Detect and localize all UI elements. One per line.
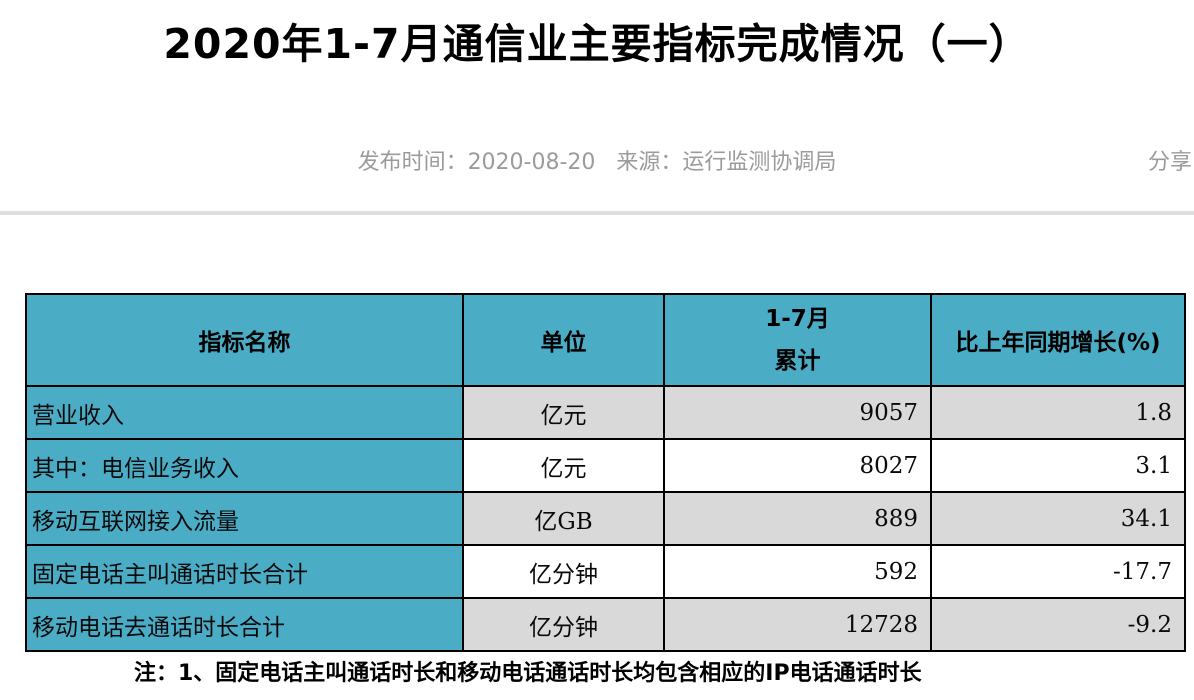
- share-link[interactable]: 分享: [1147, 150, 1192, 175]
- growth-cell: 1.8: [930, 385, 1186, 440]
- source-label: 来源：运行监测协调局: [616, 150, 837, 175]
- table-row: 营业收入 亿元 9057 1.8: [25, 385, 1186, 440]
- unit-cell: 亿元: [462, 438, 665, 493]
- page-title: 2020年1-7月通信业主要指标完成情况（一）: [163, 20, 1031, 68]
- header-period-line1: 1-7月: [765, 306, 830, 332]
- cumulative-cell: 592: [663, 544, 932, 599]
- unit-cell: 亿元: [462, 385, 665, 440]
- header-period-line2: 累计: [774, 348, 821, 374]
- article-meta: 发布时间：2020-08-20 来源：运行监测协调局: [0, 144, 1194, 176]
- table-row: 固定电话主叫通话时长合计 亿分钟 592 -17.7: [25, 544, 1186, 599]
- header-growth: 比上年同期增长(%): [930, 293, 1186, 387]
- table-footnote: 注：1、固定电话主叫通话时长和移动电话通话时长均包含相应的IP电话通话时长: [134, 661, 922, 686]
- table-row: 其中：电信业务收入 亿元 8027 3.1: [25, 438, 1186, 493]
- indicator-name-cell: 移动互联网接入流量: [25, 491, 464, 546]
- growth-cell: -17.7: [930, 544, 1186, 599]
- cumulative-cell: 9057: [663, 385, 932, 440]
- indicators-table: 指标名称 单位 1-7月 累计 比上年同期增长(%) 营业收入 亿元 9057 …: [25, 293, 1186, 652]
- indicator-name-cell: 固定电话主叫通话时长合计: [25, 544, 464, 599]
- unit-cell: 亿分钟: [462, 544, 665, 599]
- header-unit: 单位: [462, 293, 665, 387]
- growth-cell: 3.1: [930, 438, 1186, 493]
- table-row: 移动互联网接入流量 亿GB 889 34.1: [25, 491, 1186, 546]
- section-divider: [0, 211, 1194, 215]
- indicator-name-cell: 移动电话去通话时长合计: [25, 597, 464, 652]
- cumulative-cell: 8027: [663, 438, 932, 493]
- unit-cell: 亿分钟: [462, 597, 665, 652]
- table-row: 移动电话去通话时长合计 亿分钟 12728 -9.2: [25, 597, 1186, 652]
- indicators-table-wrap: 指标名称 单位 1-7月 累计 比上年同期增长(%) 营业收入 亿元 9057 …: [25, 293, 1186, 652]
- table-header: 指标名称 单位 1-7月 累计 比上年同期增长(%): [25, 293, 1186, 387]
- publish-time: 发布时间：2020-08-20: [357, 150, 596, 175]
- header-indicator: 指标名称: [25, 293, 464, 387]
- cumulative-cell: 12728: [663, 597, 932, 652]
- growth-cell: 34.1: [930, 491, 1186, 546]
- growth-cell: -9.2: [930, 597, 1186, 652]
- unit-cell: 亿GB: [462, 491, 665, 546]
- indicator-name-cell: 营业收入: [25, 385, 464, 440]
- header-period: 1-7月 累计: [663, 293, 932, 387]
- cumulative-cell: 889: [663, 491, 932, 546]
- indicator-name-cell: 其中：电信业务收入: [25, 438, 464, 493]
